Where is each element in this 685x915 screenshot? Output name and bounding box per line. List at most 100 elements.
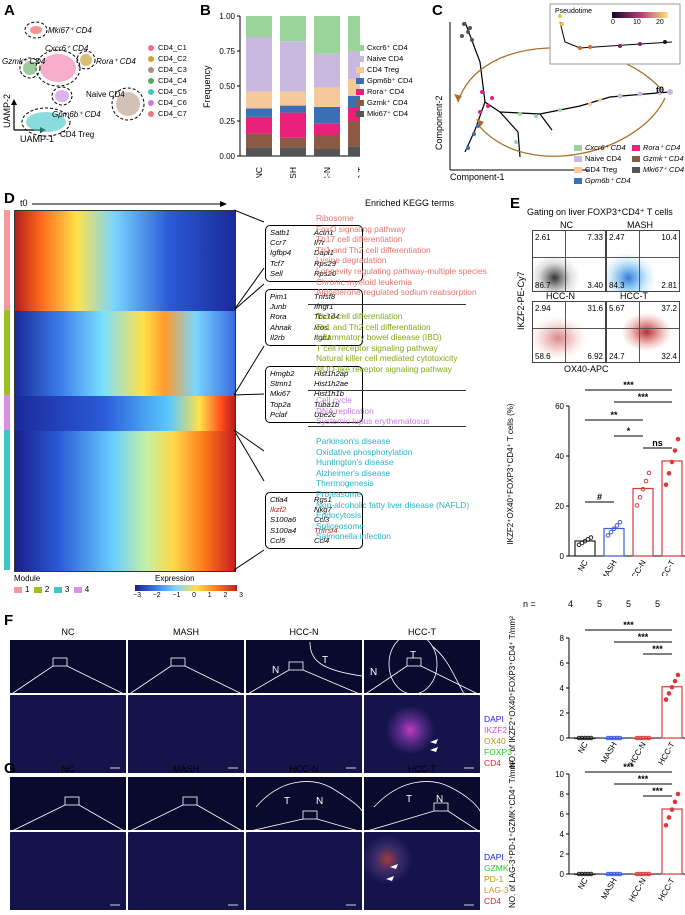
x-tick-label: HCC-T xyxy=(656,876,676,902)
pseudotime-title: Pseudotime xyxy=(555,8,592,15)
module-bar-1 xyxy=(4,210,10,310)
bar-segment xyxy=(348,121,360,147)
group-label: MASH xyxy=(172,627,199,637)
data-point xyxy=(643,871,649,877)
bar-segment xyxy=(314,123,340,135)
data-point xyxy=(588,735,594,741)
data-point xyxy=(611,526,617,532)
bar xyxy=(632,873,654,876)
flow-plot-nc: 2.61 7.33 86.7 3.40 xyxy=(532,230,606,292)
region-label: N xyxy=(316,796,324,807)
flow-plot-mash: 2.47 10.4 84.3 2.81 xyxy=(606,230,680,292)
data-point xyxy=(672,799,678,805)
significance-label: *** xyxy=(652,786,663,796)
data-point xyxy=(666,815,672,820)
bar-segment xyxy=(314,16,340,54)
expression-title: Expression xyxy=(155,574,195,583)
bar-segment xyxy=(314,135,340,149)
data-point xyxy=(608,529,614,535)
if-zoom-hcct xyxy=(364,695,480,773)
module-1-genes: Satb1 Actn1 Ccr7 Il7r Igfbp4 Dapl1 Tcf7 Rps2… xyxy=(265,225,363,283)
data-point xyxy=(640,871,646,877)
data-point xyxy=(617,871,623,877)
group-label: MASH xyxy=(172,764,199,774)
n-label: n = xyxy=(523,599,536,609)
legend-item: Gzmk⁺ CD4 xyxy=(356,97,413,108)
significance-label: *** xyxy=(623,762,634,772)
significance-label: *** xyxy=(638,774,649,784)
legend-item: CD4_C4 xyxy=(148,75,187,86)
flow-xlabel: OX40-APC xyxy=(564,364,609,374)
data-point xyxy=(634,871,640,877)
region-label: T xyxy=(410,650,417,661)
significance-label: *** xyxy=(623,380,634,390)
data-point xyxy=(669,684,675,690)
y-tick-label: 10 xyxy=(555,770,564,779)
panel-f-label: F xyxy=(4,612,14,629)
data-point xyxy=(582,871,588,877)
legend-item: CD4_C6 xyxy=(148,97,187,108)
if-overview-hcct xyxy=(364,777,480,830)
bar xyxy=(632,487,654,557)
cluster-label-cxcr6: Cxcr6⁺ CD4 xyxy=(45,44,89,53)
frequency-legend: Cxcr6⁺ CD4 Naive CD4 CD4 Treg Gpm6b⁺ CD4… xyxy=(356,42,413,119)
kegg-title: Enriched KEGG terms xyxy=(365,198,455,208)
legend-item: Gpm6b⁺ CD4 xyxy=(356,75,413,86)
y-tick-label: 8 xyxy=(560,790,565,799)
x-tick-label: HCC-N xyxy=(627,558,648,576)
bar-segment xyxy=(314,53,340,88)
group-label: HCC-T xyxy=(408,627,436,637)
data-point xyxy=(666,691,672,696)
significance-label: # xyxy=(597,492,602,502)
region-label: N xyxy=(436,794,444,805)
umap-legend: CD4_C1 CD4_C2 CD4_C3 CD4_C4 CD4_C5 CD4_C… xyxy=(148,42,187,119)
region-label: N xyxy=(272,665,280,676)
y-tick-label: 1.00 xyxy=(219,12,235,21)
region-label: T xyxy=(284,796,291,807)
x-tick-label: MASH xyxy=(288,167,298,178)
group-label: HCC-N xyxy=(289,764,319,774)
legend-item: Gpm6b⁺ CD4 xyxy=(574,175,632,186)
bar xyxy=(632,737,654,740)
cluster-label-gpm6b: Gpm6b⁺ CD4 xyxy=(52,110,101,119)
panel-g-label: G xyxy=(4,760,16,777)
bar-segment xyxy=(246,37,272,92)
umap-xlabel: UAMP-1 xyxy=(20,134,55,144)
y-tick-label: 2 xyxy=(560,709,565,718)
data-point xyxy=(614,871,620,877)
expression-heatmap xyxy=(14,210,236,572)
bar-segment xyxy=(314,107,340,124)
flow-plot-hcct: 5.67 37.2 24.7 32.4 xyxy=(606,301,680,363)
data-point xyxy=(585,735,591,741)
data-point xyxy=(640,486,646,492)
legend-item: Naive CD4 xyxy=(574,153,632,164)
if-zoom-nc xyxy=(10,832,126,910)
bar-segment xyxy=(246,147,272,156)
x-tick-label: NC xyxy=(576,876,590,891)
flow-label: HCC-T xyxy=(620,291,648,301)
data-point xyxy=(611,871,617,877)
bar-segment xyxy=(280,137,306,148)
trajectory-plot xyxy=(449,3,681,171)
x-tick-label: MASH xyxy=(599,558,618,576)
data-point xyxy=(611,735,617,741)
y-tick-label: 0.00 xyxy=(219,152,235,161)
bar xyxy=(603,737,625,740)
data-point xyxy=(617,735,623,741)
heatmap-t0: t0 xyxy=(20,198,28,208)
region-label: N xyxy=(370,667,378,678)
group-label: HCC-N xyxy=(289,627,319,637)
module-1-kegg: Ribosome FoxO signaling pathway Th17 cell … xyxy=(316,213,487,298)
panel-b-label: B xyxy=(200,2,211,19)
legend-item: Cxcr6⁺ CD4 xyxy=(574,142,632,153)
data-point xyxy=(576,871,582,877)
legend-item: Rora⁺ CD4 xyxy=(356,86,413,97)
bar xyxy=(603,527,625,557)
significance-label: * xyxy=(627,426,631,436)
legend-item: Gzmk⁺ CD4 xyxy=(632,153,685,164)
trajectory-t0: t0 xyxy=(656,85,665,95)
frequency-ylabel: Frequency xyxy=(202,65,212,108)
bar-segment xyxy=(348,146,360,156)
